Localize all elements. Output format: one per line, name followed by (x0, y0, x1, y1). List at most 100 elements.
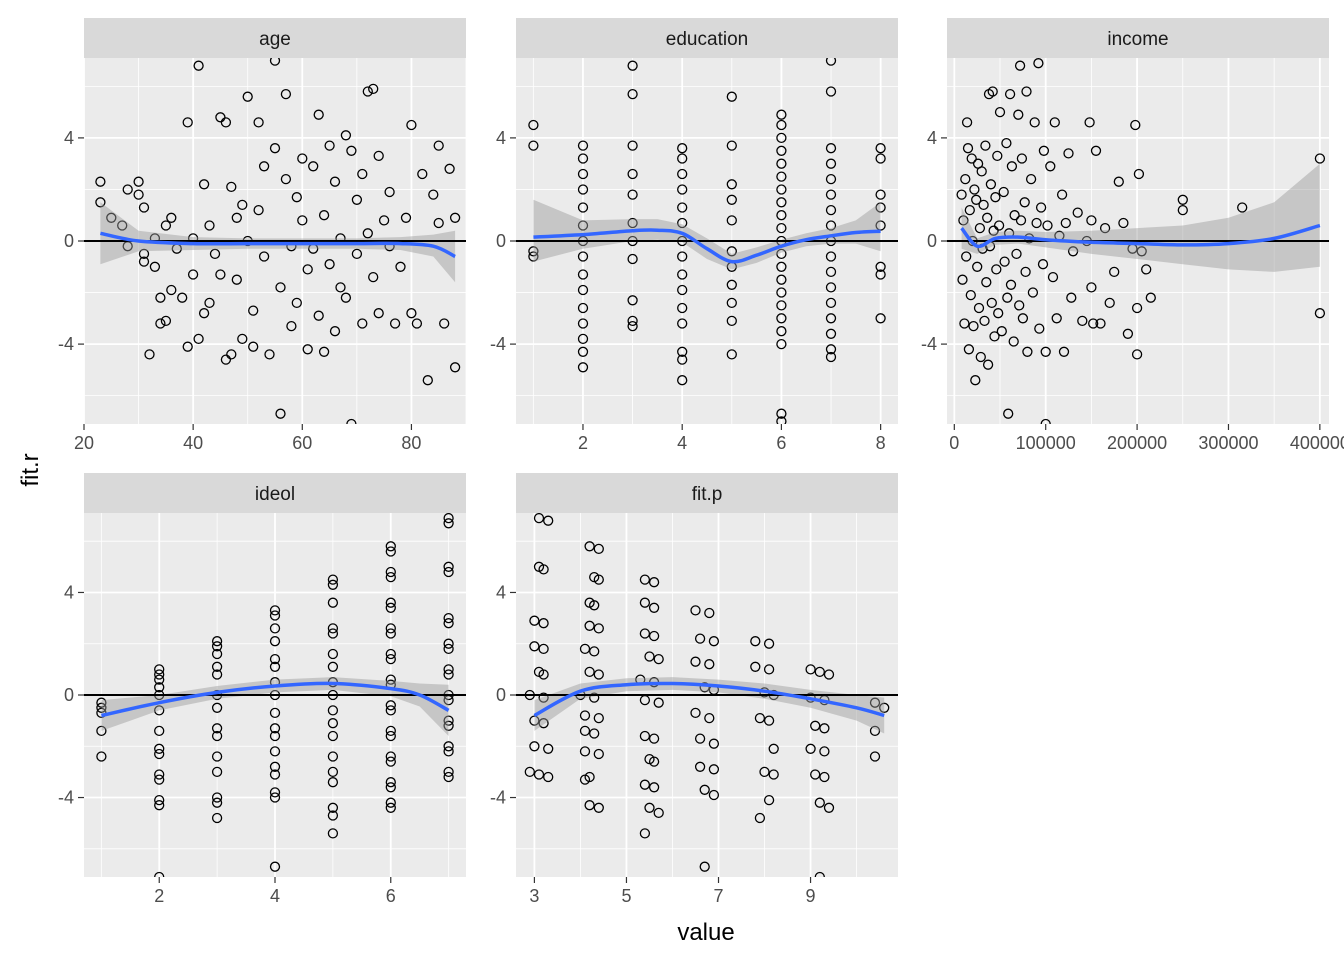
panel-data (516, 58, 898, 424)
data-point (981, 277, 992, 288)
data-point (763, 664, 775, 675)
data-point (593, 669, 604, 680)
data-point (389, 318, 401, 329)
data-point (443, 720, 454, 731)
data-point (187, 269, 199, 280)
data-point (776, 119, 787, 131)
data-point (327, 828, 339, 839)
data-point (385, 782, 396, 793)
data-point (204, 220, 215, 231)
data-point (750, 661, 761, 672)
data-point (327, 628, 339, 639)
data-point (639, 730, 651, 742)
data-point (528, 251, 539, 262)
data-point (776, 171, 787, 182)
data-point (577, 269, 589, 280)
x-tick-label: 2 (578, 433, 588, 453)
data-point (577, 168, 589, 180)
data-point (1090, 145, 1102, 156)
data-point (648, 733, 660, 744)
data-point (144, 349, 155, 360)
data-point (154, 769, 165, 780)
y-tick-label: 0 (927, 231, 937, 251)
y-tick-label: 0 (496, 685, 506, 705)
data-point (677, 302, 688, 314)
data-point (351, 194, 363, 205)
data-point (211, 766, 223, 778)
data-point (324, 140, 335, 151)
data-point (1045, 161, 1056, 172)
data-point (577, 362, 589, 373)
data-point (819, 746, 830, 757)
facet-strip (516, 18, 898, 58)
data-point (385, 541, 396, 552)
data-point (992, 150, 1003, 162)
data-point (211, 669, 223, 680)
data-point (443, 771, 454, 783)
data-point (449, 212, 461, 223)
data-point (346, 145, 357, 156)
data-point (644, 802, 655, 813)
facet-strip-label: age (259, 29, 291, 50)
data-point (653, 653, 664, 665)
data-point (825, 266, 837, 278)
data-point (814, 871, 825, 877)
data-point (577, 318, 589, 329)
data-point (1009, 210, 1020, 221)
data-point (211, 792, 223, 803)
data-point (160, 315, 172, 327)
data-point (627, 60, 638, 71)
data-point (986, 297, 997, 309)
data-point (726, 179, 737, 190)
data-point (357, 168, 368, 180)
data-point (819, 723, 830, 734)
x-tick-label: 4 (270, 886, 280, 906)
data-point (1086, 282, 1097, 293)
y-tick-label: -4 (921, 334, 937, 354)
data-point (1014, 60, 1026, 71)
data-point (875, 313, 886, 324)
data-point (579, 725, 591, 737)
data-point (763, 715, 775, 726)
data-point (1047, 271, 1059, 283)
data-point (528, 140, 539, 151)
data-point (543, 743, 554, 754)
facet-strip-label: fit.p (692, 484, 723, 505)
data-point (708, 636, 720, 647)
data-point (1088, 318, 1099, 329)
data-point (385, 623, 396, 634)
data-point (538, 643, 549, 655)
data-point (160, 220, 172, 231)
data-point (589, 600, 600, 611)
data-point (154, 794, 165, 806)
data-point (253, 117, 264, 128)
data-point (879, 702, 890, 713)
data-point (875, 189, 886, 200)
data-point (704, 607, 715, 619)
data-point (269, 787, 281, 798)
data-point (639, 779, 651, 790)
data-point (825, 158, 837, 169)
data-point (579, 746, 591, 757)
data-point (776, 326, 787, 337)
data-point (1104, 297, 1115, 309)
data-point (166, 284, 177, 296)
x-tick-label: 40 (183, 433, 203, 453)
data-point (875, 202, 886, 213)
data-point (154, 871, 165, 877)
data-point (117, 220, 128, 231)
data-point (869, 725, 881, 737)
data-point (823, 802, 835, 813)
data-point (204, 297, 215, 309)
smooth-fit-line (533, 228, 881, 264)
data-point (776, 338, 787, 350)
data-point (258, 161, 270, 172)
data-point (577, 140, 589, 151)
data-point (593, 712, 604, 724)
y-tick-label: -4 (58, 334, 74, 354)
data-point (677, 168, 688, 180)
data-point (385, 725, 396, 737)
data-point (211, 702, 223, 713)
data-point (1130, 119, 1141, 131)
